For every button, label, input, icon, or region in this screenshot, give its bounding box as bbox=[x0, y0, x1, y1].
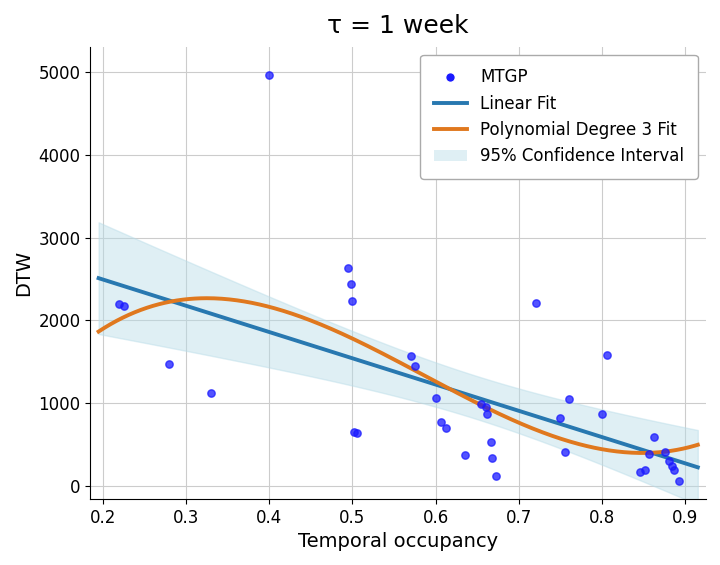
Point bbox=[673, 477, 685, 486]
Point bbox=[559, 447, 571, 456]
Point bbox=[634, 468, 645, 477]
Point bbox=[409, 362, 420, 371]
Point bbox=[351, 429, 363, 438]
Point bbox=[480, 402, 491, 411]
Point bbox=[639, 466, 651, 475]
Point bbox=[118, 302, 130, 311]
Point bbox=[648, 432, 660, 441]
Point bbox=[114, 299, 125, 308]
Point bbox=[485, 438, 496, 447]
Point bbox=[482, 410, 493, 419]
Point bbox=[666, 461, 678, 470]
Legend: MTGP, Linear Fit, Polynomial Degree 3 Fit, 95% Confidence Interval: MTGP, Linear Fit, Polynomial Degree 3 Fi… bbox=[420, 55, 698, 179]
Point bbox=[530, 298, 541, 307]
Point bbox=[348, 428, 360, 437]
Point bbox=[405, 351, 416, 360]
Point bbox=[345, 280, 356, 289]
Title: τ = 1 week: τ = 1 week bbox=[328, 14, 469, 38]
Point bbox=[476, 400, 487, 409]
Point bbox=[440, 424, 451, 433]
Point bbox=[436, 417, 447, 426]
Point bbox=[459, 450, 471, 459]
Point bbox=[643, 450, 654, 459]
Point bbox=[659, 447, 670, 456]
Point bbox=[205, 389, 217, 398]
Point bbox=[554, 413, 566, 422]
Point bbox=[430, 394, 441, 403]
Point bbox=[264, 71, 275, 80]
Point bbox=[490, 471, 501, 480]
Point bbox=[346, 297, 358, 306]
Point bbox=[563, 395, 575, 404]
Point bbox=[596, 410, 608, 419]
Point bbox=[487, 454, 498, 463]
Point bbox=[669, 466, 680, 475]
Point bbox=[343, 264, 354, 273]
X-axis label: Temporal occupancy: Temporal occupancy bbox=[298, 532, 498, 551]
Y-axis label: DTW: DTW bbox=[14, 250, 33, 296]
Point bbox=[601, 351, 613, 360]
Point bbox=[663, 456, 675, 465]
Point bbox=[163, 359, 175, 368]
